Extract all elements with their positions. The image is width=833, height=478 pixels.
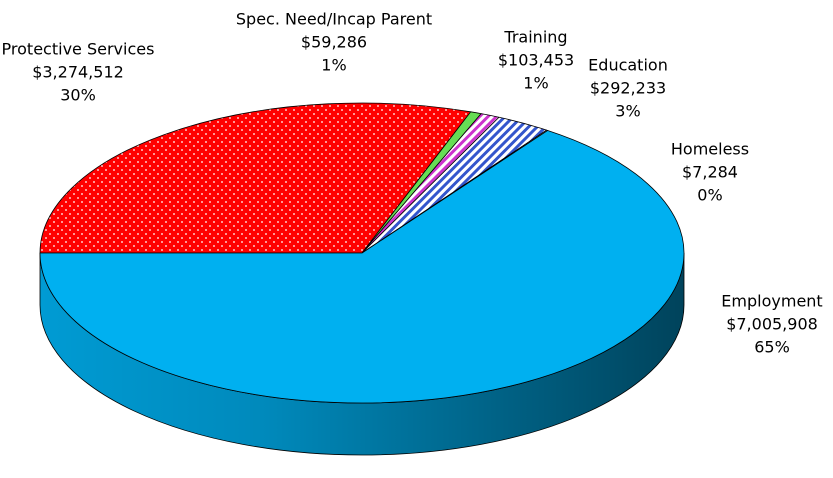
slice-value-label: $7,284 (682, 163, 738, 182)
slice (39, 130, 685, 404)
slice-label: Education (588, 56, 668, 75)
slice-label: Employment (721, 292, 822, 311)
slice-side-shade (40, 253, 684, 455)
slice-percent-label: 1% (321, 56, 346, 75)
slice-value-label: $3,274,512 (32, 63, 124, 82)
slice-value-label: $7,005,908 (726, 315, 818, 334)
slice-label: Homeless (671, 140, 749, 159)
slice-label: Training (503, 28, 567, 47)
slice-labels: Protective Services $3,274,512 30% Spec. Ne… (2, 10, 823, 357)
slice-value-label: $103,453 (498, 51, 574, 70)
slice-percent-label: 3% (615, 102, 640, 121)
pie-tops (39, 102, 685, 404)
slice-label: Spec. Need/Incap Parent (236, 10, 432, 29)
slice-percent-label: 30% (60, 86, 96, 105)
slice-percent-label: 0% (697, 186, 722, 205)
slice-percent-label: 65% (754, 338, 790, 357)
slice (39, 102, 472, 254)
slice-value-label: $59,286 (301, 33, 367, 52)
slice-percent-label: 1% (523, 74, 548, 93)
slice-label: Protective Services (2, 40, 155, 59)
slice-value-label: $292,233 (590, 79, 666, 98)
